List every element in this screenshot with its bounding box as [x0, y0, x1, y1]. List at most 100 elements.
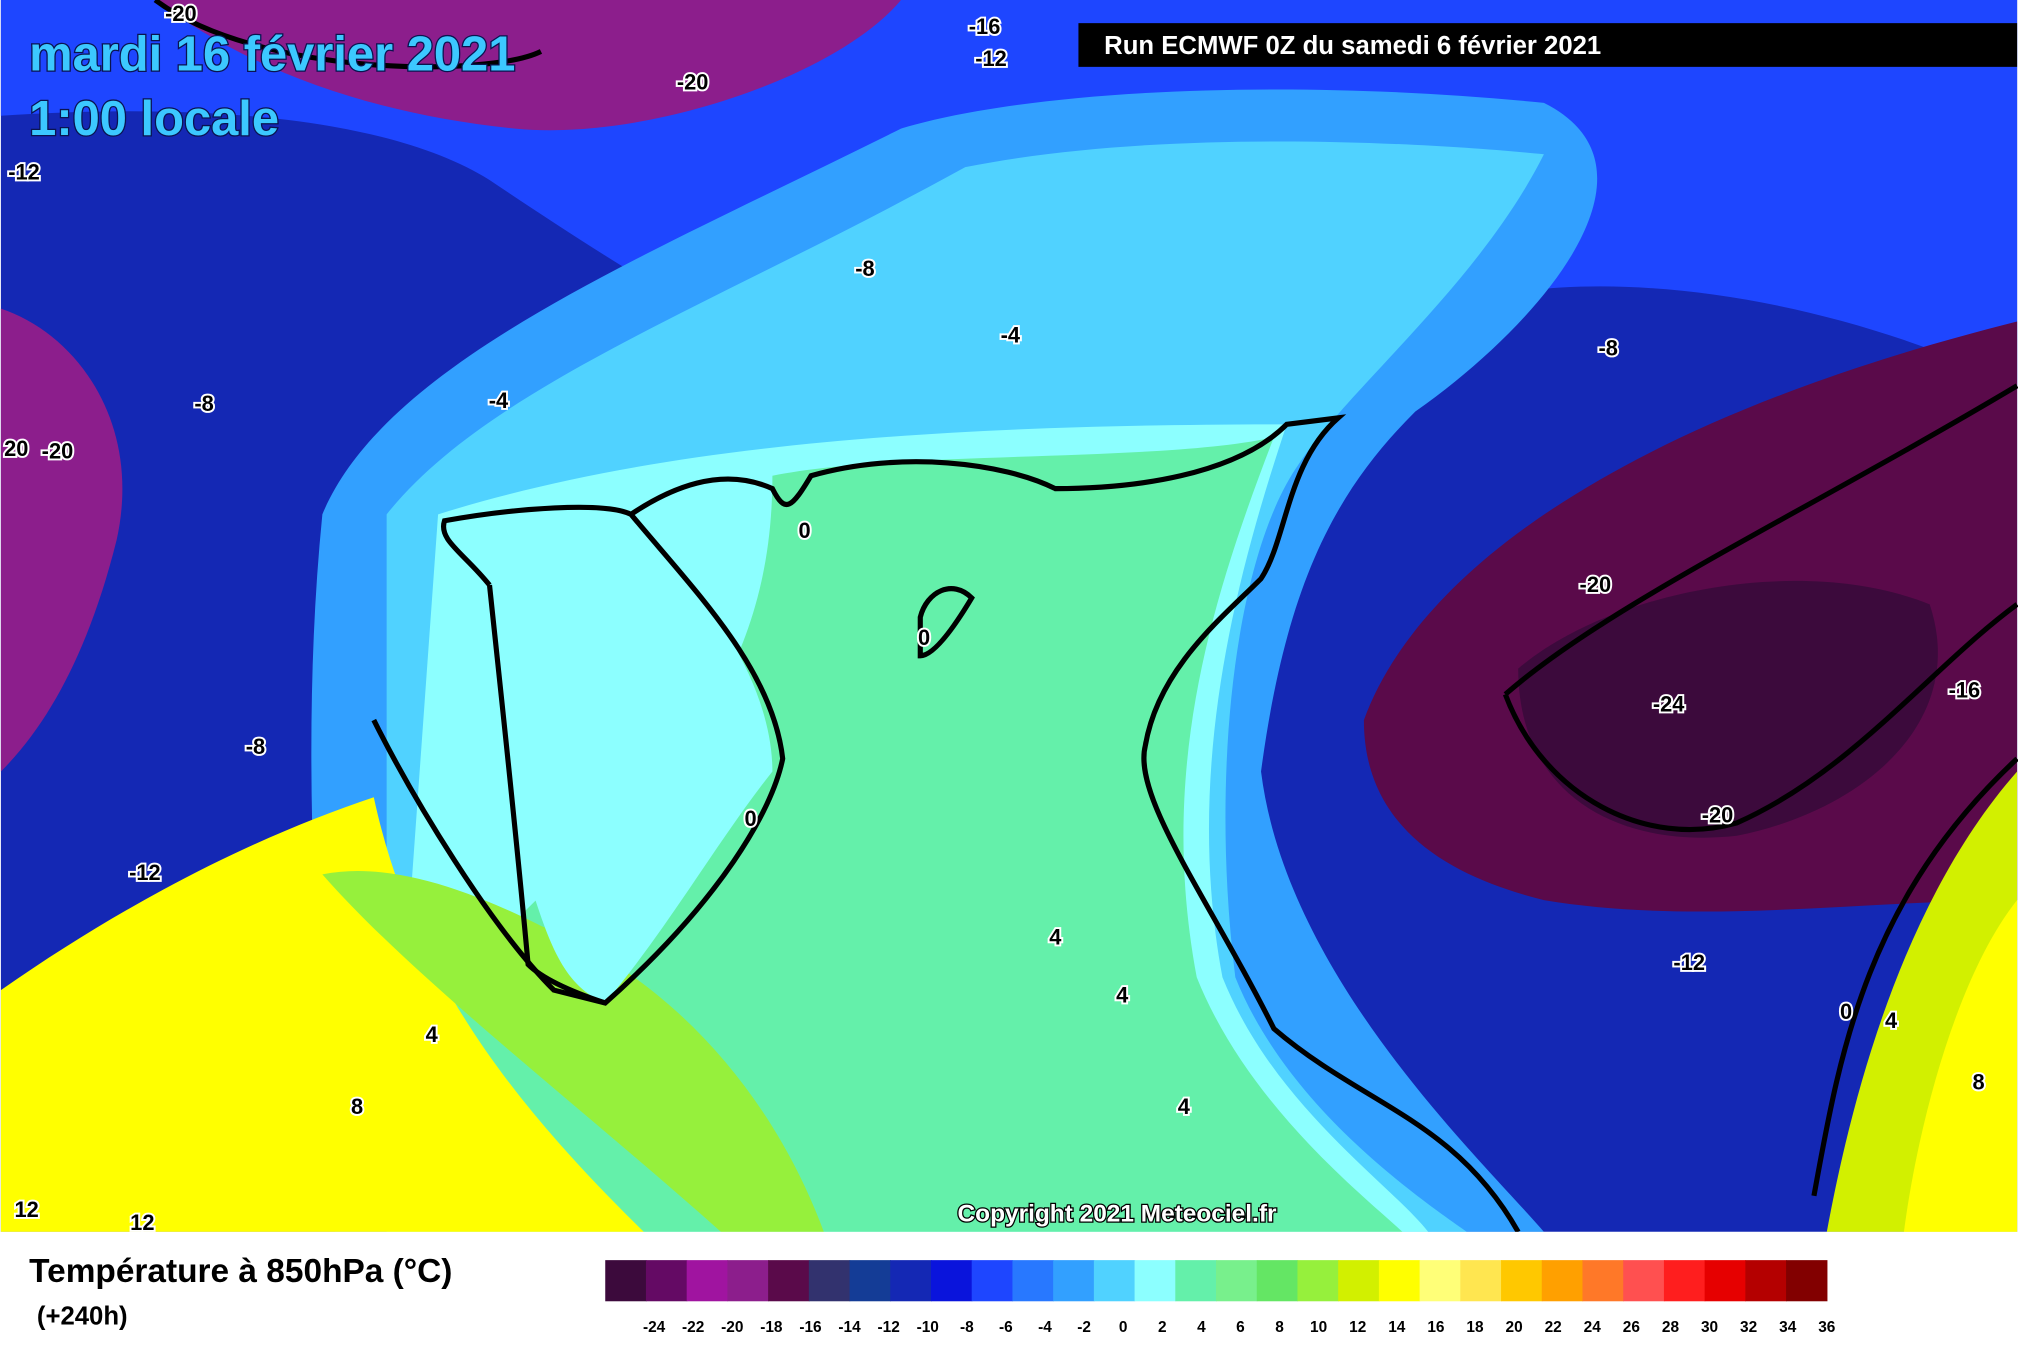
- colorbar-swatch: [1623, 1260, 1665, 1302]
- colorbar-tick-label: 4: [1197, 1319, 1206, 1336]
- contour-label: -16: [969, 14, 1001, 39]
- date: mardi 16 février 2021: [29, 28, 515, 82]
- colorbar-tick-label: 22: [1545, 1319, 1562, 1336]
- contour-0: [371, 718, 606, 1006]
- colorbar-tick-label: 18: [1466, 1319, 1484, 1336]
- colorbar-swatch: [930, 1260, 973, 1302]
- colorbar-tick-label: 16: [1427, 1319, 1445, 1336]
- contour-labels: -20 -16 -12 -20 -12 -8 -4 -8 -8 -4 20 -20 0 0 -20 -24 -1…: [2, 0, 1986, 1237]
- colorbar-swatch: [1541, 1260, 1584, 1302]
- colorbar-swatch: [890, 1260, 932, 1302]
- colorbar-tick-label: -22: [682, 1319, 704, 1336]
- colorbar-swatch: [645, 1260, 688, 1302]
- colorbar-swatch: [808, 1260, 851, 1302]
- colorbar-swatch: [1501, 1260, 1543, 1302]
- colorbar: -24 -22 -20 -18 -16 -14 -12 -10 -8 -6 -4 -2 0 2 4 6 8 10 1…: [605, 1260, 1836, 1336]
- legend-subtitle: (+240h): [37, 1302, 128, 1330]
- contour-20: [1502, 383, 2018, 833]
- contour-label: 8: [1972, 1070, 1984, 1095]
- colorbar-swatch: [1704, 1260, 1747, 1302]
- contour-label: -4: [489, 388, 509, 413]
- contour-label: 0: [918, 625, 930, 650]
- colorbar-swatch: [768, 1260, 810, 1302]
- contour-label: -8: [194, 391, 213, 416]
- colorbar-tick-label: 8: [1275, 1319, 1284, 1336]
- colorbar-tick-label: -18: [760, 1319, 783, 1336]
- colorbar-tick-label: 12: [1349, 1319, 1366, 1336]
- contour-label: 4: [1049, 924, 1062, 949]
- contour-0: [629, 414, 1521, 1234]
- contour-label: -4: [1001, 323, 1021, 348]
- colorbar-swatch: [1175, 1260, 1217, 1302]
- colorbar-tick-label: 28: [1662, 1319, 1680, 1336]
- colorbar-swatch: [1663, 1260, 1706, 1302]
- colorbar-swatch: [1786, 1260, 1828, 1302]
- contour-label: -12: [8, 159, 40, 184]
- contour-label: -12: [975, 46, 1007, 71]
- colorbar-swatch: [727, 1260, 769, 1302]
- contour-0: [1811, 756, 2018, 1197]
- colorbar-swatch: [1419, 1260, 1461, 1302]
- colorbar-swatch: [1745, 1260, 1787, 1302]
- contour-label: -20: [42, 438, 74, 463]
- colorbar-tick-label: 10: [1310, 1319, 1327, 1336]
- contours: [153, 0, 2018, 1234]
- contour-label: -12: [1673, 950, 1705, 975]
- contour-label: 12: [130, 1210, 154, 1235]
- contour-0: [440, 504, 786, 1006]
- colorbar-tick-label: 0: [1119, 1319, 1128, 1336]
- colorbar-tick-label: 2: [1158, 1319, 1167, 1336]
- contour-label: 0: [744, 806, 756, 831]
- colorbar-tick-label: 6: [1236, 1319, 1245, 1336]
- copyright: Copyright 2021 Meteociel.fr: [958, 1201, 1277, 1228]
- colorbar-tick-label: 20: [1506, 1319, 1523, 1336]
- colorbar-swatch: [1093, 1260, 1136, 1302]
- contour-label: -8: [1598, 336, 1617, 361]
- colorbar-swatch: [1297, 1260, 1339, 1302]
- contour-label: 4: [1178, 1094, 1191, 1119]
- contour-label: 4: [426, 1022, 439, 1047]
- contour-label: -12: [129, 860, 161, 885]
- colorbar-tick-label: 32: [1740, 1319, 1757, 1336]
- colorbar-swatch: [849, 1260, 891, 1302]
- contour-label: -24: [1653, 692, 1685, 717]
- colorbar-swatch: [605, 1260, 647, 1302]
- contour-label: 12: [14, 1197, 38, 1222]
- run-label: Run ECMWF 0Z du samedi 6 février 2021: [1104, 32, 1601, 60]
- colorbar-tick-label: 30: [1701, 1319, 1718, 1336]
- contour-label: -20: [1702, 802, 1734, 827]
- colorbar-swatch: [1216, 1260, 1258, 1302]
- colorbar-tick-label: 36: [1818, 1319, 1836, 1336]
- contour-0: [917, 586, 975, 659]
- contour-20: [153, 0, 543, 70]
- colorbar-tick-label: -14: [838, 1319, 861, 1336]
- colorbar-tick-label: -24: [643, 1319, 666, 1336]
- colorbar-tick-label: 34: [1779, 1319, 1797, 1336]
- contour-label: 4: [1885, 1008, 1898, 1033]
- colorbar-tick-label: -10: [917, 1319, 939, 1336]
- colorbar-swatch: [1134, 1260, 1176, 1302]
- contour-label: 0: [1840, 999, 1852, 1024]
- contour-label: -20: [677, 69, 709, 94]
- colorbar-swatch: [1256, 1260, 1299, 1302]
- colorbar-swatch: [1460, 1260, 1502, 1302]
- colorbar-swatch: [1338, 1260, 1380, 1302]
- colorbar-swatch: [971, 1260, 1014, 1302]
- colorbar-tick-label: -4: [1038, 1319, 1052, 1336]
- colorbar-tick-label: 26: [1623, 1319, 1641, 1336]
- colorbar-swatch: [686, 1260, 729, 1302]
- colorbar-tick-label: -16: [799, 1319, 822, 1336]
- colorbar-swatch: [1582, 1260, 1624, 1302]
- contour-label: -16: [1949, 678, 1981, 703]
- time: 1:00 locale: [29, 92, 279, 146]
- colorbar-tick-label: 24: [1584, 1319, 1602, 1336]
- legend-title: Température à 850hPa (°C): [29, 1253, 452, 1290]
- contour-label: 4: [1116, 982, 1129, 1007]
- contour-label: 8: [351, 1094, 363, 1119]
- colorbar-tick-label: 14: [1388, 1319, 1406, 1336]
- contour-label: -20: [1580, 572, 1612, 597]
- colorbar-tick-label: -8: [960, 1319, 974, 1336]
- map-background: [0, 0, 2018, 1232]
